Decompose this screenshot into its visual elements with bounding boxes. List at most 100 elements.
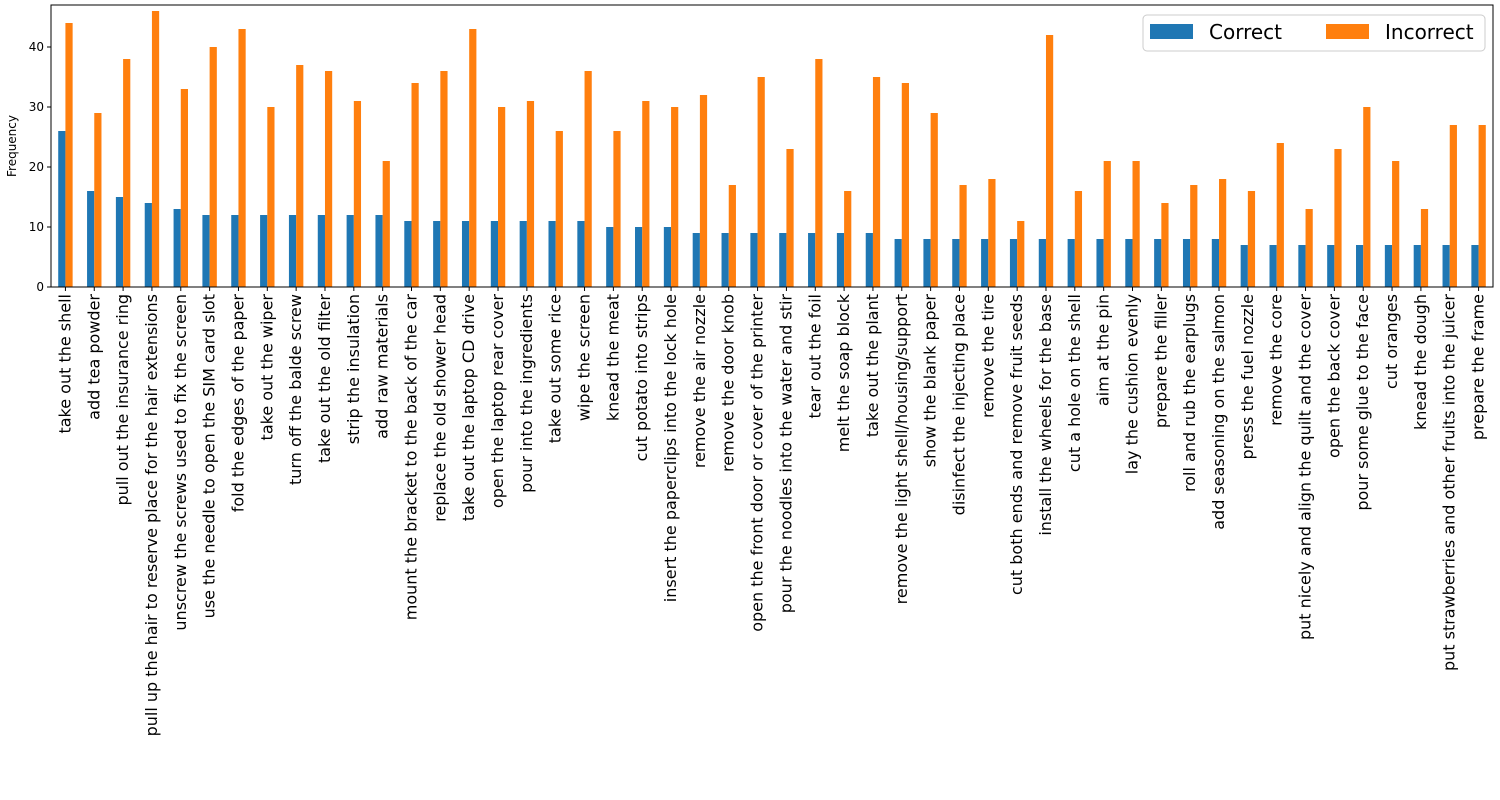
bar-correct-37 <box>1125 239 1133 287</box>
bar-correct-16 <box>519 221 527 287</box>
x-tick-label: pour some glue to the face <box>1353 294 1372 511</box>
x-tick-label: knead the meat <box>603 294 622 421</box>
bar-correct-6 <box>231 215 239 287</box>
bar-correct-33 <box>1009 239 1018 287</box>
bar-correct-24 <box>750 233 758 287</box>
bar-correct-25 <box>779 233 787 287</box>
bar-incorrect-43 <box>1305 209 1313 287</box>
bar-correct-30 <box>923 239 931 287</box>
x-tick-label: aim at the pin <box>1094 294 1113 406</box>
bar-correct-35 <box>1067 239 1075 287</box>
bar-incorrect-29 <box>901 83 909 287</box>
bar-incorrect-46 <box>1392 161 1400 287</box>
x-tick-label: put nicely and align the quilt and the c… <box>1296 294 1315 640</box>
x-tick-label: cut potato into strips <box>632 294 651 461</box>
legend-label-incorrect: Incorrect <box>1385 20 1474 44</box>
y-tick-label: 10 <box>29 220 44 234</box>
bar-correct-44 <box>1327 245 1335 287</box>
legend-swatch-incorrect <box>1326 24 1369 39</box>
x-tick-label: insert the paperclips into the lock hole <box>661 294 680 602</box>
bar-incorrect-47 <box>1420 209 1429 287</box>
x-tick-label: disinfect the injecting place <box>949 294 968 515</box>
bar-incorrect-14 <box>469 29 477 287</box>
bar-incorrect-27 <box>844 191 852 287</box>
legend-label-correct: Correct <box>1209 20 1282 44</box>
bar-incorrect-22 <box>699 95 708 287</box>
bar-correct-22 <box>692 233 700 287</box>
bar-correct-27 <box>836 233 845 287</box>
bar-correct-17 <box>548 221 556 287</box>
bar-correct-12 <box>404 221 412 287</box>
bar-incorrect-4 <box>180 89 188 287</box>
x-tick-label: pull out the insurance ring <box>113 294 132 506</box>
x-tick-label: cut a hole on the shell <box>1065 294 1084 472</box>
bar-correct-41 <box>1240 245 1248 287</box>
bar-correct-0 <box>58 131 66 287</box>
x-tick-label: remove the core <box>1267 294 1286 426</box>
bar-correct-49 <box>1471 245 1479 287</box>
bar-correct-43 <box>1298 245 1306 287</box>
bar-correct-47 <box>1413 245 1421 287</box>
x-tick-label: melt the soap block <box>834 293 853 452</box>
x-tick-label: add tea powder <box>84 294 103 420</box>
y-axis-label: Frequency <box>5 115 19 177</box>
bar-correct-18 <box>577 221 585 287</box>
bar-incorrect-39 <box>1190 185 1198 287</box>
x-tick-label: open the front door or cover of the prin… <box>748 294 767 632</box>
bar-correct-5 <box>202 215 210 287</box>
x-tick-label: remove the door knob <box>719 294 738 472</box>
y-tick-label: 0 <box>36 280 44 294</box>
bar-correct-26 <box>808 233 816 287</box>
bar-correct-20 <box>635 227 643 287</box>
x-tick-label: take out some rice <box>546 294 565 443</box>
x-tick-label: roll and rub the earplugs <box>1180 294 1199 492</box>
x-tick-label: mount the bracket to the back of the car <box>402 294 421 621</box>
bar-correct-42 <box>1269 245 1277 287</box>
bar-correct-21 <box>663 227 672 287</box>
x-tick-label: unscrew the screws used to fix the scree… <box>171 294 190 631</box>
x-tick-label: prepare the frame <box>1469 294 1488 440</box>
y-tick-label: 30 <box>29 100 44 114</box>
bar-correct-4 <box>173 209 181 287</box>
bar-incorrect-45 <box>1363 107 1371 287</box>
bar-correct-13 <box>433 221 441 287</box>
bar-incorrect-7 <box>267 107 275 287</box>
bar-incorrect-5 <box>209 47 217 287</box>
bar-correct-10 <box>346 215 354 287</box>
bar-incorrect-42 <box>1276 143 1284 287</box>
bar-incorrect-16 <box>526 101 535 287</box>
bar-incorrect-10 <box>353 101 362 287</box>
bar-correct-19 <box>606 227 614 287</box>
x-tick-label: replace the old shower head <box>430 294 449 522</box>
bar-correct-38 <box>1154 239 1162 287</box>
bar-incorrect-18 <box>584 71 592 287</box>
bar-incorrect-41 <box>1247 191 1256 287</box>
x-tick-label: take out the laptop CD drive <box>459 294 478 521</box>
bar-correct-7 <box>260 215 268 287</box>
bar-correct-8 <box>288 215 297 287</box>
bar-correct-40 <box>1211 239 1220 287</box>
bar-correct-23 <box>721 233 729 287</box>
bar-incorrect-2 <box>123 59 131 287</box>
bar-incorrect-32 <box>988 179 996 287</box>
legend: Correct Incorrect <box>1142 14 1486 52</box>
x-tick-label: put strawberries and other fruits into t… <box>1440 294 1459 671</box>
bar-incorrect-35 <box>1074 191 1083 287</box>
x-tick-label: cut oranges <box>1382 294 1401 389</box>
bar-incorrect-19 <box>613 131 621 287</box>
bar-correct-39 <box>1182 239 1191 287</box>
bar-correct-34 <box>1038 239 1046 287</box>
bar-correct-32 <box>981 239 989 287</box>
bar-incorrect-37 <box>1132 161 1140 287</box>
y-axis: 0 10 20 30 40 <box>29 40 51 294</box>
x-tick-label: remove the air nozzle <box>690 294 709 468</box>
bar-incorrect-31 <box>959 185 967 287</box>
bar-incorrect-9 <box>324 71 333 287</box>
x-tick-label: pour the noodles into the water and stir <box>776 294 795 614</box>
bar-incorrect-40 <box>1219 179 1227 287</box>
x-tick-label: take out the plant <box>863 294 882 437</box>
bar-incorrect-36 <box>1103 161 1111 287</box>
bar-incorrect-17 <box>555 131 563 287</box>
bar-correct-1 <box>87 191 95 287</box>
